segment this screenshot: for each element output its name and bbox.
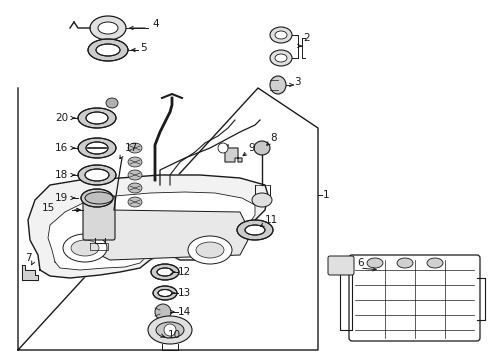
Ellipse shape <box>158 289 172 297</box>
Ellipse shape <box>155 304 171 320</box>
Ellipse shape <box>151 264 179 280</box>
Text: 5: 5 <box>140 43 146 53</box>
Text: 9: 9 <box>247 143 254 153</box>
Polygon shape <box>28 175 267 278</box>
Text: 8: 8 <box>269 133 276 143</box>
Ellipse shape <box>96 44 120 56</box>
Ellipse shape <box>396 258 412 268</box>
Text: 4: 4 <box>152 19 158 29</box>
FancyBboxPatch shape <box>83 196 115 240</box>
Ellipse shape <box>156 322 183 338</box>
Text: 6: 6 <box>356 258 363 268</box>
Ellipse shape <box>87 193 107 203</box>
Text: 2: 2 <box>303 33 309 43</box>
Ellipse shape <box>128 197 142 207</box>
Ellipse shape <box>85 192 113 204</box>
Ellipse shape <box>426 258 442 268</box>
Ellipse shape <box>128 143 142 153</box>
Ellipse shape <box>153 286 177 300</box>
Ellipse shape <box>274 54 286 62</box>
Ellipse shape <box>274 31 286 39</box>
Text: 1: 1 <box>323 190 329 200</box>
Ellipse shape <box>78 165 116 185</box>
Ellipse shape <box>366 258 382 268</box>
Text: 18: 18 <box>55 170 68 180</box>
Text: 3: 3 <box>293 77 300 87</box>
Ellipse shape <box>237 220 272 240</box>
Ellipse shape <box>78 138 116 158</box>
Ellipse shape <box>157 268 173 276</box>
Ellipse shape <box>128 170 142 180</box>
Ellipse shape <box>78 108 116 128</box>
Text: 17: 17 <box>125 143 138 153</box>
Text: 16: 16 <box>55 143 68 153</box>
Text: 12: 12 <box>178 267 191 277</box>
Polygon shape <box>100 210 247 260</box>
Polygon shape <box>48 192 254 270</box>
Polygon shape <box>18 88 317 350</box>
Ellipse shape <box>269 76 285 94</box>
Ellipse shape <box>86 112 108 124</box>
Polygon shape <box>224 145 242 162</box>
Ellipse shape <box>86 142 108 154</box>
Ellipse shape <box>63 234 107 262</box>
Text: 10: 10 <box>168 330 181 340</box>
Ellipse shape <box>269 27 291 43</box>
Ellipse shape <box>251 193 271 207</box>
FancyBboxPatch shape <box>348 255 479 341</box>
Ellipse shape <box>253 141 269 155</box>
Ellipse shape <box>90 16 126 40</box>
Ellipse shape <box>85 169 109 181</box>
Ellipse shape <box>88 39 128 61</box>
Ellipse shape <box>71 240 99 256</box>
Text: 11: 11 <box>264 215 278 225</box>
Text: 20: 20 <box>55 113 68 123</box>
Ellipse shape <box>218 143 227 153</box>
Text: 19: 19 <box>55 193 68 203</box>
Ellipse shape <box>81 189 113 207</box>
Text: 15: 15 <box>41 203 55 213</box>
FancyBboxPatch shape <box>327 256 353 275</box>
Text: 7: 7 <box>25 253 32 263</box>
Text: 13: 13 <box>178 288 191 298</box>
Polygon shape <box>22 265 38 280</box>
Ellipse shape <box>187 236 231 264</box>
Ellipse shape <box>269 50 291 66</box>
Ellipse shape <box>148 316 192 344</box>
Ellipse shape <box>196 242 224 258</box>
Ellipse shape <box>128 157 142 167</box>
Ellipse shape <box>98 22 118 34</box>
Ellipse shape <box>163 324 176 336</box>
Ellipse shape <box>244 225 264 235</box>
Ellipse shape <box>106 98 118 108</box>
Text: 14: 14 <box>178 307 191 317</box>
Ellipse shape <box>128 183 142 193</box>
